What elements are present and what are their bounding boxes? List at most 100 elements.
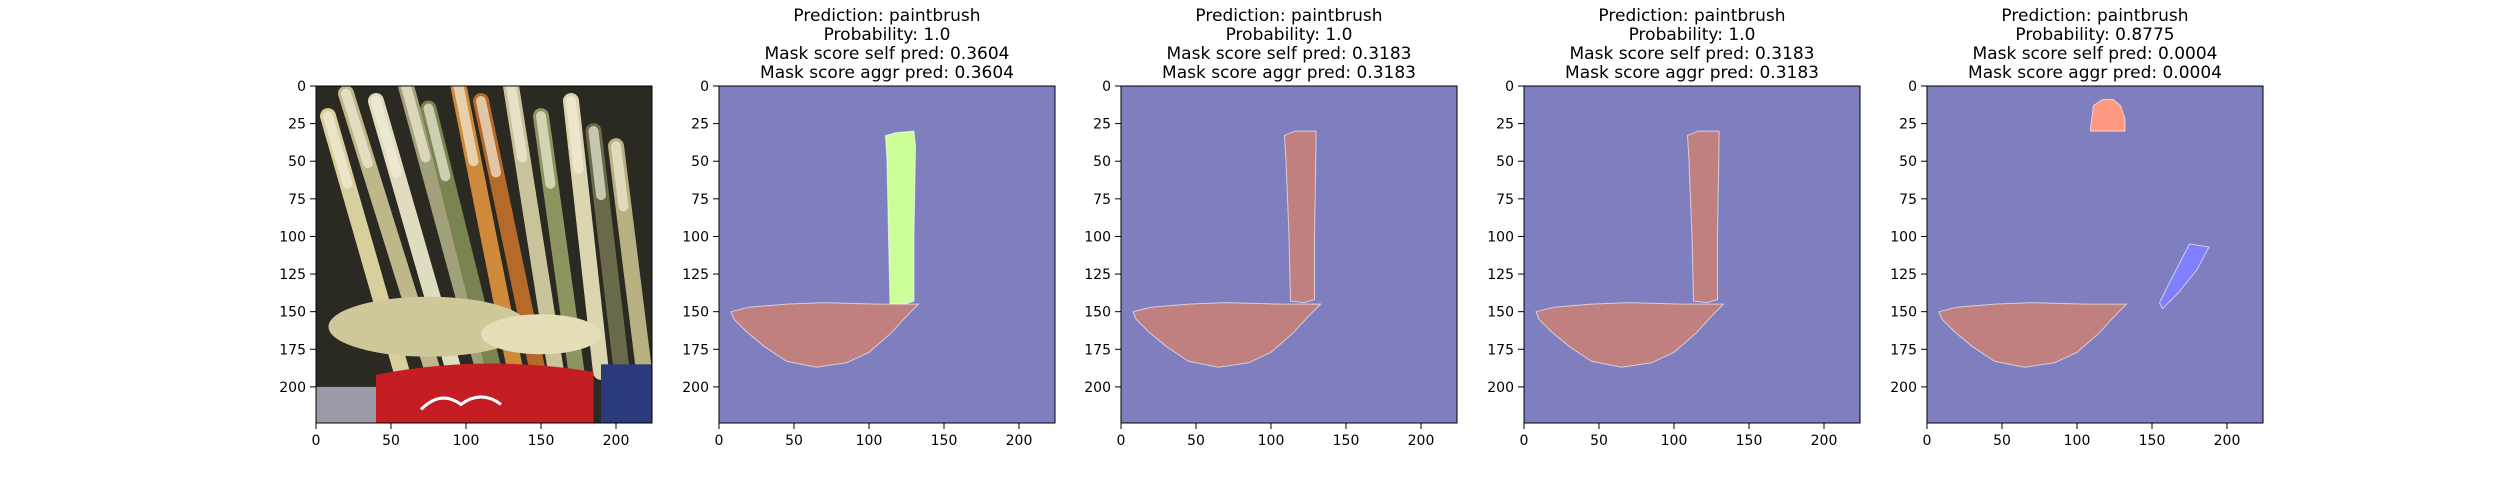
photo-brush-tip-3 (371, 96, 402, 178)
y-tick-label: 50 (1093, 154, 1111, 170)
axes-title-line: Probability: 1.0 (824, 25, 951, 45)
x-tick-label: 150 (1333, 433, 1360, 449)
mask-region-bristles (1938, 302, 2128, 368)
axes-frame (315, 85, 653, 424)
y-tick-label: 150 (1487, 305, 1514, 321)
y-tick-label: 200 (682, 380, 709, 396)
x-tick-label: 200 (2214, 433, 2241, 449)
y-tick-label: 150 (682, 305, 709, 321)
y-tick-label: 50 (1496, 154, 1514, 170)
photo-can (376, 363, 594, 423)
y-tick-label: 200 (1890, 380, 1917, 396)
photo-bristles (328, 296, 529, 357)
y-tick-label: 75 (691, 192, 709, 208)
axes-title-line: Probability: 0.8775 (2015, 25, 2174, 45)
axes-title-line: Prediction: paintbrush (1598, 6, 1785, 26)
x-tick-label: 150 (1736, 433, 1763, 449)
y-tick-label: 200 (279, 380, 306, 396)
y-tick-label: 100 (682, 229, 709, 245)
x-tick-label: 0 (715, 433, 724, 449)
y-tick-label: 200 (1084, 380, 1111, 396)
y-tick-label: 75 (1093, 192, 1111, 208)
y-tick-label: 150 (279, 305, 306, 321)
y-tick-label: 0 (1908, 79, 1917, 95)
x-tick-label: 100 (2064, 433, 2091, 449)
mask-region-bristles (730, 302, 920, 368)
y-tick-label: 175 (1890, 342, 1917, 358)
y-tick-label: 175 (1084, 342, 1111, 358)
photo-brush-tip-7 (476, 96, 501, 178)
x-tick-label: 50 (1993, 433, 2011, 449)
y-tick-label: 50 (691, 154, 709, 170)
photo-image (316, 86, 652, 423)
x-tick-label: 150 (931, 433, 958, 449)
y-tick-label: 25 (691, 117, 709, 133)
axes-panel-5: 0 50 100 150 200 0 25 50 75 100 125 150 175 200 Predic… (1890, 6, 2264, 449)
y-tick-label: 100 (279, 229, 306, 245)
y-tick-label: 125 (279, 267, 306, 283)
x-tick-label: 150 (528, 433, 555, 449)
x-tick-label: 200 (1811, 433, 1838, 449)
photo-brush-tip-6 (453, 86, 479, 167)
axes-frame (1523, 85, 1861, 424)
y-tick-label: 200 (1487, 380, 1514, 396)
x-tick-label: 200 (1006, 433, 1033, 449)
photo-jar-right (601, 364, 652, 423)
photo-brush-tip-12 (611, 141, 629, 212)
x-tick-label: 0 (1923, 433, 1932, 449)
y-tick-label: 0 (1102, 79, 1111, 95)
mask-region-diagonal-stroke (2158, 243, 2210, 310)
y-tick-label: 50 (1899, 154, 1917, 170)
y-tick-label: 0 (1505, 79, 1514, 95)
axes-frame (1120, 85, 1458, 424)
photo-bristles-2 (481, 314, 601, 355)
photo-brush-tip-9 (536, 111, 556, 189)
axes-title-line: Probability: 1.0 (1629, 25, 1756, 45)
axes-title-line: Prediction: paintbrush (2001, 6, 2188, 26)
axes-title-line: Mask score aggr pred: 0.0004 (1968, 63, 2222, 83)
x-tick-label: 50 (1187, 433, 1205, 449)
y-tick-label: 150 (1890, 305, 1917, 321)
axes-panel-2: 0 50 100 150 200 0 25 50 75 100 125 150 175 200 Predic… (682, 6, 1056, 449)
mask-background (1927, 86, 2263, 423)
y-tick-label: 75 (288, 192, 306, 208)
y-tick-label: 75 (1899, 192, 1917, 208)
y-tick-label: 100 (1890, 229, 1917, 245)
y-tick-label: 125 (682, 267, 709, 283)
axes-title-line: Mask score self pred: 0.0004 (1973, 44, 2218, 64)
mask-region-bristles (1535, 302, 1725, 368)
photo-brush-tip-11 (588, 126, 606, 201)
y-tick-label: 175 (682, 342, 709, 358)
photo-table-left (316, 386, 376, 423)
y-tick-label: 125 (1084, 267, 1111, 283)
y-tick-label: 0 (700, 79, 709, 95)
y-tick-label: 25 (1093, 117, 1111, 133)
y-tick-label: 100 (1487, 229, 1514, 245)
y-tick-label: 25 (288, 117, 306, 133)
x-tick-label: 50 (785, 433, 803, 449)
mask-region-top-patch (2090, 99, 2126, 132)
axes-frame (1926, 85, 2264, 424)
y-tick-label: 175 (1487, 342, 1514, 358)
mask-region-bristles (1132, 302, 1322, 368)
y-tick-label: 125 (1890, 267, 1917, 283)
axes-title-line: Prediction: paintbrush (793, 6, 980, 26)
y-tick-label: 0 (297, 79, 306, 95)
y-tick-label: 25 (1899, 117, 1917, 133)
x-tick-label: 100 (1258, 433, 1285, 449)
mask-region-handle (1686, 130, 1720, 304)
y-tick-label: 75 (1496, 192, 1514, 208)
y-tick-label: 175 (279, 342, 306, 358)
y-tick-label: 25 (1496, 117, 1514, 133)
x-tick-label: 100 (856, 433, 883, 449)
x-tick-label: 50 (1590, 433, 1608, 449)
x-tick-label: 100 (1661, 433, 1688, 449)
photo-can-lettering (419, 395, 502, 411)
photo-brush-tip-4 (401, 86, 431, 163)
photo-brush-tip-10 (566, 96, 584, 174)
photo-brush-tip-8 (506, 86, 528, 163)
y-tick-label: 50 (288, 154, 306, 170)
axes-title-line: Probability: 1.0 (1226, 25, 1353, 45)
axes-title-line: Prediction: paintbrush (1195, 6, 1382, 26)
